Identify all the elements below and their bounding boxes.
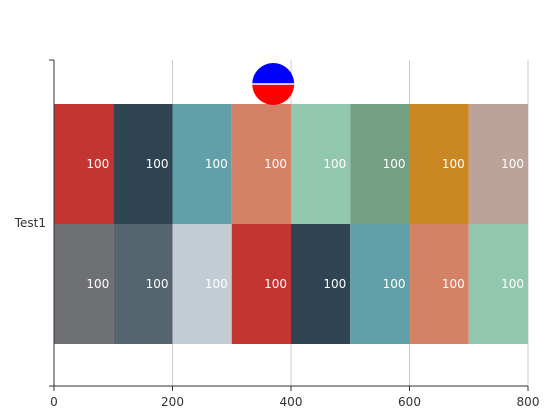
x-tick-label: 600 [398, 395, 421, 409]
x-tick-label: 400 [280, 395, 303, 409]
bar-series: 100 100 100 100 100 100 100 100 100 100 100 100 100 1… [54, 104, 528, 344]
data-label: 100 [501, 157, 524, 171]
data-label: 100 [86, 157, 109, 171]
bar-segment [113, 104, 173, 224]
data-label: 100 [264, 157, 287, 171]
data-label: 100 [383, 277, 406, 291]
bar-segment [172, 224, 232, 344]
axes: Test1 0 200 400 600 800 [14, 59, 540, 409]
data-label: 100 [323, 277, 346, 291]
data-label: 100 [323, 157, 346, 171]
bar-segment [231, 224, 291, 344]
x-tick-label: 0 [50, 395, 58, 409]
data-label: 100 [146, 277, 169, 291]
data-label: 100 [146, 157, 169, 171]
y-tick-label: Test1 [14, 216, 46, 230]
bar-segment [291, 104, 351, 224]
data-label: 100 [442, 157, 465, 171]
marker-top-half [252, 63, 295, 84]
bar-segment [291, 224, 351, 344]
data-label: 100 [383, 157, 406, 171]
data-label: 100 [501, 277, 524, 291]
data-label: 100 [205, 277, 228, 291]
data-label: 100 [205, 157, 228, 171]
bar-segment [468, 104, 528, 224]
bar-segment [172, 104, 232, 224]
data-label: 100 [86, 277, 109, 291]
x-tick-label: 800 [517, 395, 540, 409]
bar-segment [409, 224, 469, 344]
bar-segment [409, 104, 469, 224]
bar-segment [54, 224, 114, 344]
bar-segment [113, 224, 173, 344]
x-tick-label: 200 [161, 395, 184, 409]
data-label: 100 [442, 277, 465, 291]
top-marker [252, 63, 295, 105]
bar-segment [350, 224, 410, 344]
data-label: 100 [264, 277, 287, 291]
bar-segment [54, 104, 114, 224]
bar-segment [231, 104, 291, 224]
bar-segment [468, 224, 528, 344]
marker-bottom-half [252, 84, 295, 105]
bar-segment [350, 104, 410, 224]
